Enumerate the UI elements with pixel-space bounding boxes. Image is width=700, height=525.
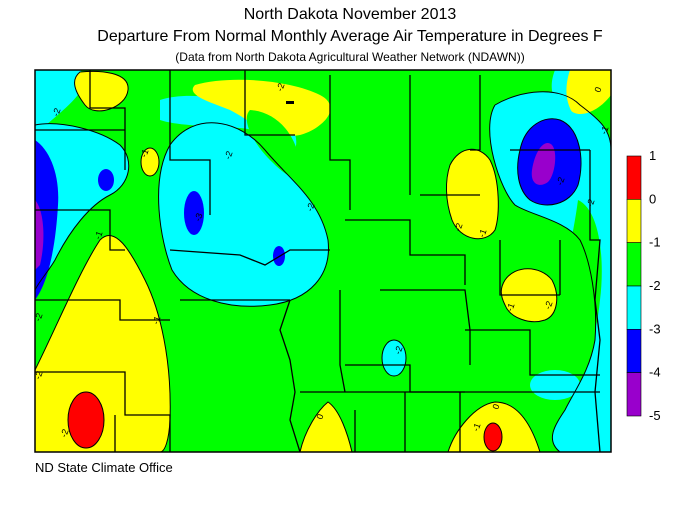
region-purple xyxy=(531,142,556,185)
region-blue xyxy=(98,169,114,191)
contour-label: -2 xyxy=(392,345,404,356)
contour-label: -2 xyxy=(50,107,62,118)
data-source-note: (Data from North Dakota Agricultural Wea… xyxy=(175,50,525,64)
region-cyan xyxy=(35,70,85,130)
contour-label: -2 xyxy=(58,428,70,439)
region-marker xyxy=(286,101,294,104)
contour-label: -1 xyxy=(476,228,488,239)
contour-label: -2 xyxy=(542,300,554,311)
map-border xyxy=(34,69,612,453)
contour-label: -1 xyxy=(150,315,162,326)
legend-swatch xyxy=(626,242,642,287)
legend-swatch xyxy=(626,372,642,417)
contour-fill xyxy=(35,70,611,452)
legend-swatch xyxy=(626,199,642,243)
footer-credit: ND State Climate Office xyxy=(35,460,173,475)
legend-swatch xyxy=(626,329,642,373)
contour-label: -1 xyxy=(598,125,610,136)
region-yellow xyxy=(141,148,159,176)
contour-label: -1 xyxy=(504,302,516,313)
contour-label: -2 xyxy=(554,176,566,187)
region-yellow xyxy=(300,402,352,452)
legend-label: -5 xyxy=(649,408,661,423)
contour-label: -1 xyxy=(470,422,482,433)
region-blue xyxy=(184,191,204,235)
contour-label: 0 xyxy=(314,413,325,421)
contour-label: -1 xyxy=(92,230,104,241)
legend-label: 0 xyxy=(649,191,656,206)
county-boundaries xyxy=(35,70,601,453)
legend: 1 0 -1 -2 -3 -4 -5 xyxy=(626,148,661,423)
legend-label: -4 xyxy=(649,365,661,380)
region-green xyxy=(540,200,602,382)
legend-swatch xyxy=(626,155,642,200)
region-red xyxy=(68,392,104,448)
region-purple xyxy=(35,200,44,270)
region-yellow xyxy=(192,79,331,136)
contour-label: -2 xyxy=(304,202,316,213)
contour-labels: -2 -2 -2 -1 -1 -2 -2 -2 -3 -1 -2 -2 -2 -1 -2 0 -1 -2 -2 -1 0… xyxy=(32,82,610,439)
contour-label: -2 xyxy=(32,370,44,381)
contour-label: -2 xyxy=(222,150,234,161)
region-yellow xyxy=(74,71,129,111)
region-cyan xyxy=(35,123,129,291)
contour-label: 0 xyxy=(490,403,501,411)
legend-label: -1 xyxy=(649,235,661,250)
map-title: North Dakota November 2013 xyxy=(243,6,457,23)
map-subtitle: Departure From Normal Monthly Average Ai… xyxy=(97,28,603,45)
region-yellow xyxy=(446,149,499,239)
legend-label: -2 xyxy=(649,278,661,293)
contour-label: -2 xyxy=(584,198,596,209)
region-yellow xyxy=(35,235,171,452)
contour-label: -1 xyxy=(138,148,150,159)
region-cyan xyxy=(551,70,572,112)
region-red xyxy=(484,423,502,451)
region-cyan xyxy=(382,340,406,376)
contour-label: -2 xyxy=(274,82,286,93)
region-cyan xyxy=(560,117,611,160)
region-green xyxy=(246,110,300,178)
contour-label: -2 xyxy=(452,222,464,233)
contour-label: -3 xyxy=(192,212,204,223)
legend-label: 1 xyxy=(649,148,656,163)
contour-label: 0 xyxy=(592,86,603,94)
legend-swatch xyxy=(626,285,642,330)
region-cyan xyxy=(158,122,329,307)
contour-label: -2 xyxy=(32,312,44,323)
legend-label: -3 xyxy=(649,321,661,336)
region-yellow xyxy=(562,70,611,115)
